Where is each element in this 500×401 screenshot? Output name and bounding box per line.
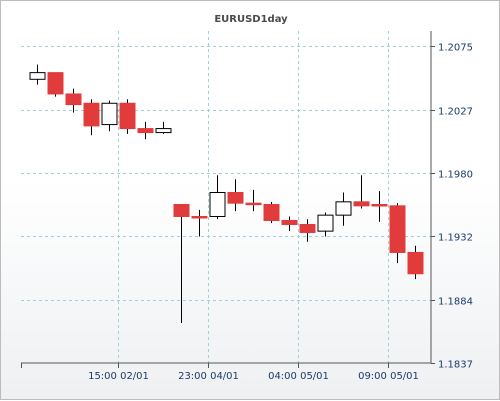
candle-body-down: [173, 204, 190, 217]
candle-body-down: [83, 102, 100, 127]
candle: [227, 179, 244, 212]
candle-body-down: [281, 219, 298, 225]
candle: [389, 203, 406, 264]
candle-body-down: [407, 251, 424, 275]
candle: [29, 64, 46, 85]
candle: [317, 212, 334, 237]
y-tick-label: 1.2075: [438, 43, 473, 54]
candle-body-down: [245, 202, 262, 206]
candle-body-down: [119, 102, 136, 130]
candle: [299, 219, 316, 242]
grid-lines: [21, 31, 431, 363]
candle: [191, 209, 208, 237]
x-tick-label: 15:00 02/01: [88, 371, 149, 382]
candle-body-up: [29, 72, 46, 80]
chart-title: EURUSD1day: [214, 14, 288, 25]
candle-body-down: [371, 204, 388, 207]
plot-background: [21, 31, 431, 363]
candle: [101, 100, 118, 132]
axes: [21, 31, 432, 364]
y-tick-label: 1.1980: [438, 170, 473, 181]
candle-body-up: [317, 214, 334, 232]
candle: [83, 99, 100, 136]
y-ticks: 1.2075 1.2027 1.1980 1.1932 1.1884 1.1837: [431, 43, 473, 371]
candle-body-up: [155, 128, 172, 134]
candle-body-up: [101, 102, 118, 126]
candle: [65, 88, 82, 113]
candle: [263, 201, 280, 224]
candle: [281, 216, 298, 232]
x-ticks: 15:00 02/01 23:00 04/01 04:00 05/01 09:00 0…: [21, 363, 419, 382]
candle-body-up: [209, 192, 226, 217]
candle-body-up: [335, 201, 352, 216]
candle-body-down: [353, 201, 370, 207]
candle-body-down: [47, 72, 64, 95]
candle: [137, 121, 154, 140]
candle-body-down: [65, 93, 82, 106]
candle: [407, 245, 424, 280]
candle: [371, 191, 388, 222]
candle-body-down: [137, 128, 154, 134]
candle: [155, 121, 172, 134]
candles: [29, 64, 424, 324]
candle: [353, 175, 370, 209]
y-tick-label: 1.1837: [438, 360, 473, 371]
candle: [209, 175, 226, 220]
candle-body-down: [263, 204, 280, 221]
candle: [173, 204, 190, 324]
y-tick-label: 1.1884: [438, 297, 473, 308]
y-tick-label: 1.2027: [438, 107, 473, 118]
candle: [119, 99, 136, 134]
x-tick-label: 09:00 05/01: [358, 371, 419, 382]
candle-body-down: [389, 205, 406, 253]
candle-body-down: [227, 192, 244, 204]
candle: [245, 189, 262, 212]
x-tick-label: 23:00 04/01: [178, 371, 239, 382]
candle-body-down: [299, 223, 316, 233]
candle: [47, 72, 64, 97]
x-tick-label: 04:00 05/01: [268, 371, 329, 382]
y-tick-label: 1.1932: [438, 233, 473, 244]
candle: [335, 192, 352, 226]
candle-body-down: [191, 215, 208, 219]
